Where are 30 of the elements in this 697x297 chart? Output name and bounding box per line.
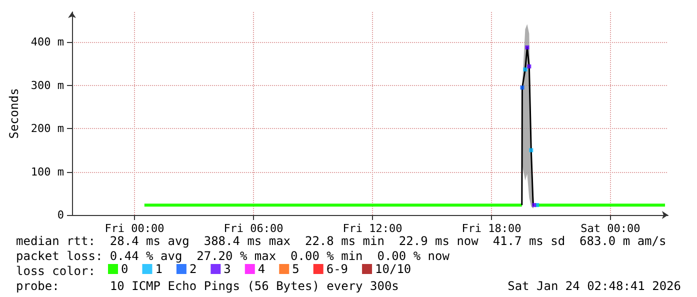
x-tick-label: Fri 18:00: [462, 222, 522, 235]
text: median rtt: 28.4 ms avg 388.4 ms max 22.8 ms min 22.9 ms now 41.7 ms sd 683.0 m am/s: [16, 234, 666, 248]
text: packet loss: 0.44 % avg 27.20 % max 0.00 % min 0.00 % now: [16, 249, 450, 263]
point: [525, 45, 530, 50]
point: [532, 203, 536, 208]
legend-label: 3: [224, 262, 231, 276]
legend-label: 1: [155, 262, 162, 276]
legend-title: loss color:: [16, 264, 96, 278]
legend-label: 6-9: [326, 262, 348, 276]
x-tick-label: Fri 00:00: [104, 222, 164, 235]
y-tick-label: 400 m: [30, 36, 64, 49]
text: Sat Jan 24 02:48:41 2026: [508, 279, 681, 293]
y-axis-title: Seconds: [7, 88, 21, 139]
point: [520, 86, 524, 90]
y-tick-label: 300 m: [30, 78, 64, 92]
x-tick-label: Fri 12:00: [342, 222, 402, 235]
legend-label: 10/10: [375, 262, 412, 276]
legend-label: 5: [292, 262, 300, 276]
point: [527, 64, 532, 68]
legend-label: 4: [258, 262, 266, 276]
point: [529, 148, 534, 152]
y-tick-label: 100 m: [30, 165, 64, 178]
x-tick-label: Fri 06:00: [224, 222, 284, 235]
legend-label: 2: [189, 262, 197, 276]
y-tick-label: 200 m: [30, 122, 64, 136]
legend-label: 0: [121, 262, 128, 276]
text: probe: 10 ICMP Echo Pings (56 Bytes) every 300s: [16, 279, 399, 293]
x-tick-label: Sat 00:00: [580, 222, 640, 235]
point: [523, 67, 528, 72]
y-tick-label: 0: [57, 208, 64, 222]
